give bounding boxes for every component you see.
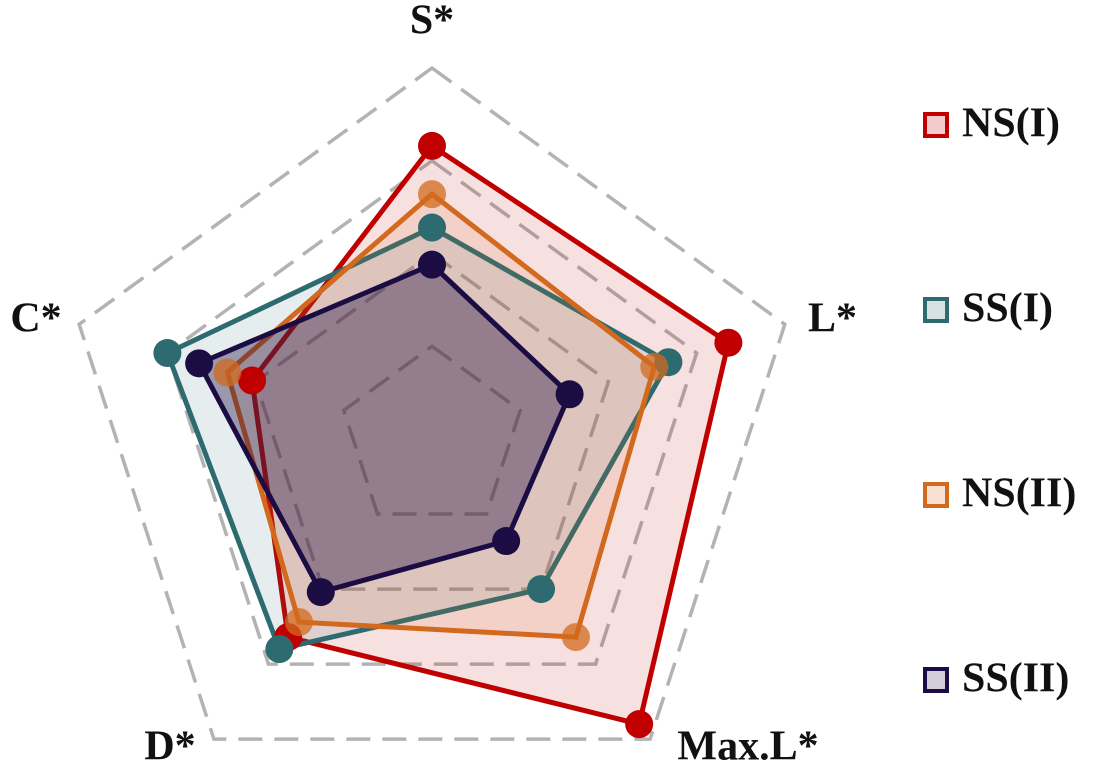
legend-swatch [923,482,949,508]
data-point [625,710,654,739]
grid-ring [341,344,523,516]
data-point [714,328,743,357]
legend-swatch [923,112,949,138]
data-point [561,623,590,652]
axis-label: L* [808,296,857,342]
series-area [195,261,573,596]
data-point [153,339,182,368]
grid-ring [253,251,611,591]
data-point [418,250,446,279]
data-point [555,380,584,409]
data-point [418,213,446,242]
data-point [418,180,446,209]
data-point [492,527,521,556]
axis-label: S* [410,0,454,44]
data-point [306,578,335,607]
legend-label: NS(II) [962,471,1076,517]
data-point [265,635,294,664]
legend-swatch [923,667,949,693]
data-point [527,575,556,604]
legend-label: NS(I) [962,101,1060,147]
data-point [185,349,214,378]
data-point [284,608,313,637]
axis-label: C* [10,296,61,342]
data-point [640,352,669,381]
legend-label: SS(II) [962,656,1069,702]
legend-swatch [923,297,949,323]
axis-label: D* [144,724,195,770]
grid-ring [165,158,699,666]
legend-label: SS(I) [962,286,1053,332]
data-point [213,358,242,387]
data-point [418,131,446,160]
axis-label: Max.L* [677,724,818,770]
grid-ring [77,65,787,741]
data-point [238,366,267,395]
